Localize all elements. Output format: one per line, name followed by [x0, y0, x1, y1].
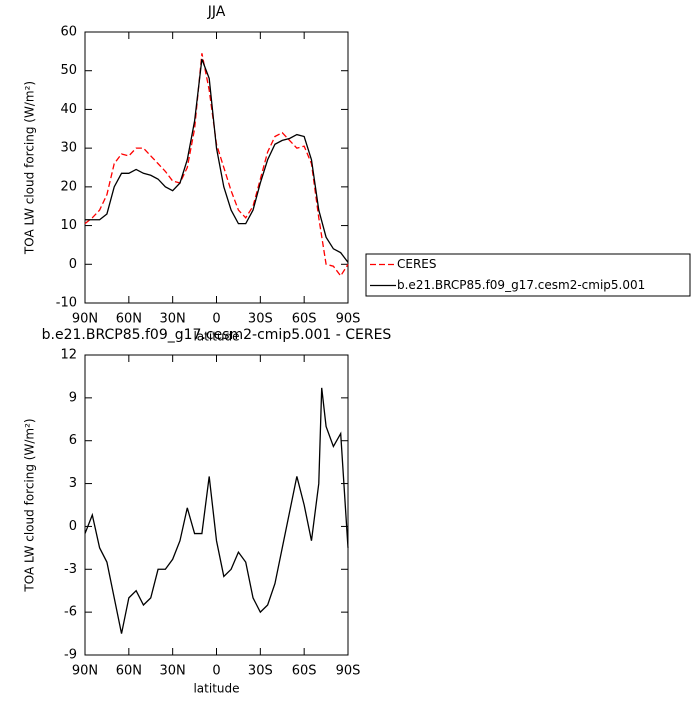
x-tick-label: 30N — [160, 664, 186, 679]
x-tick-label: 0 — [212, 664, 220, 679]
chart-title: b.e21.BRCP85.f09_g17.cesm2-cmip5.001 - C… — [42, 327, 392, 343]
legend-label: CERES — [397, 257, 437, 271]
x-tick-label: 60N — [116, 664, 142, 679]
legend-label: b.e21.BRCP85.f09_g17.cesm2-cmip5.001 — [397, 278, 645, 292]
x-tick-label: 60S — [292, 312, 317, 327]
x-tick-label: 30N — [160, 312, 186, 327]
y-tick-label: 0 — [69, 257, 77, 272]
y-tick-label: -3 — [64, 562, 77, 577]
x-axis-label: latitude — [193, 330, 239, 344]
x-tick-label: 60S — [292, 664, 317, 679]
plot-frame — [84, 354, 349, 656]
y-tick-label: 3 — [69, 476, 77, 491]
x-tick-label: 90S — [336, 664, 361, 679]
x-tick-label: 90N — [72, 664, 98, 679]
y-tick-label: -9 — [64, 648, 77, 663]
y-tick-label: 10 — [60, 218, 77, 233]
y-axis-label: TOA LW cloud forcing (W/m²) — [23, 81, 37, 255]
y-tick-label: 9 — [69, 390, 77, 405]
data-line — [84, 53, 349, 278]
y-axis-label: TOA LW cloud forcing (W/m²) — [23, 418, 37, 592]
x-tick-label: 0 — [212, 312, 220, 327]
y-tick-label: 6 — [69, 433, 77, 448]
data-line — [85, 58, 349, 263]
plot-frame — [84, 31, 349, 304]
x-tick-label: 90S — [336, 312, 361, 327]
y-tick-label: 0 — [69, 519, 77, 534]
legend-box — [365, 253, 691, 297]
y-tick-label: -6 — [64, 605, 77, 620]
y-tick-label: 40 — [60, 102, 77, 117]
data-line — [84, 387, 349, 634]
y-tick-label: -10 — [56, 296, 77, 311]
chart-title: JJA — [207, 4, 226, 20]
x-tick-label: 30S — [248, 312, 273, 327]
y-tick-label: 12 — [60, 348, 77, 363]
x-tick-label: 90N — [72, 312, 98, 327]
y-tick-label: 60 — [60, 25, 77, 40]
y-tick-label: 50 — [60, 63, 77, 78]
y-tick-label: 20 — [60, 179, 77, 194]
y-tick-label: 30 — [60, 141, 77, 156]
x-axis-label: latitude — [193, 682, 239, 696]
x-tick-label: 30S — [248, 664, 273, 679]
x-tick-label: 60N — [116, 312, 142, 327]
